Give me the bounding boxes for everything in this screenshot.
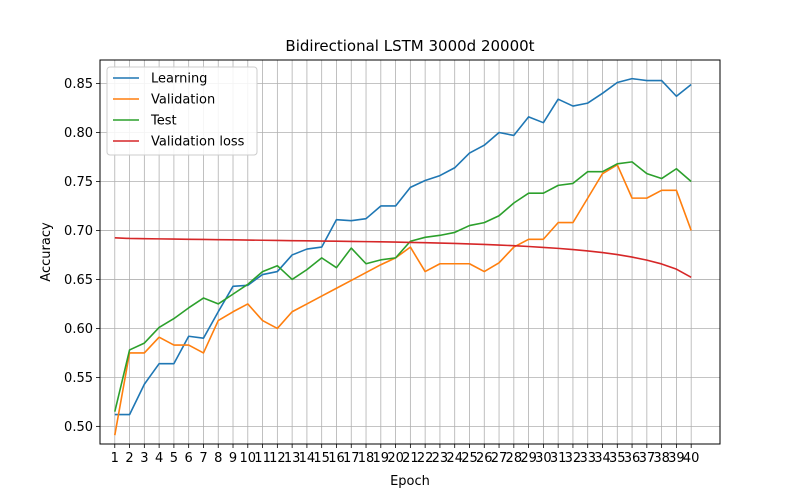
x-tick-label: 19 <box>373 451 390 466</box>
x-tick-label: 5 <box>170 451 178 466</box>
x-tick-label: 15 <box>313 451 330 466</box>
x-tick-label: 22 <box>417 451 434 466</box>
x-tick-label: 9 <box>229 451 237 466</box>
legend-label-test: Test <box>150 114 177 129</box>
x-tick-label: 8 <box>214 451 222 466</box>
x-tick-label: 35 <box>609 451 626 466</box>
x-tick-label: 14 <box>299 451 316 466</box>
x-tick-label: 37 <box>639 451 656 466</box>
x-tick-label: 33 <box>579 451 596 466</box>
y-axis: 0.50 0.55 0.60 0.65 0.70 0.75 0.80 0.85 <box>64 77 100 435</box>
x-tick-label: 10 <box>240 451 257 466</box>
legend: Learning Validation Test Validation loss <box>106 66 258 156</box>
series-layer <box>113 77 692 436</box>
x-tick-label: 39 <box>668 451 685 466</box>
y-tick-label: 0.55 <box>64 371 93 386</box>
x-tick-label: 13 <box>284 451 301 466</box>
x-tick-label: 6 <box>185 451 193 466</box>
x-tick-label: 34 <box>594 451 611 466</box>
x-tick-label: 18 <box>358 451 375 466</box>
x-tick-label: 20 <box>387 451 404 466</box>
x-tick-label: 4 <box>155 451 163 466</box>
x-tick-label: 31 <box>550 451 567 466</box>
series-line-validation-loss <box>114 237 692 278</box>
y-axis-label: Accuracy <box>39 222 54 282</box>
x-tick-label: 23 <box>432 451 449 466</box>
y-tick-label: 0.65 <box>64 273 93 288</box>
x-tick-label: 24 <box>446 451 463 466</box>
chart-title: Bidirectional LSTM 3000d 20000t <box>285 37 534 55</box>
x-axis-label: Epoch <box>390 474 430 489</box>
x-tick-label: 30 <box>535 451 552 466</box>
legend-label-learning: Learning <box>151 72 207 87</box>
y-tick-label: 0.85 <box>64 77 93 92</box>
x-tick-label: 36 <box>624 451 641 466</box>
y-tick-label: 0.80 <box>64 126 93 141</box>
x-tick-label: 40 <box>683 451 700 466</box>
series-line-validation <box>113 164 692 436</box>
x-tick-label: 26 <box>476 451 493 466</box>
x-tick-label: 32 <box>565 451 582 466</box>
x-tick-label: 16 <box>328 451 345 466</box>
legend-label-validation-loss: Validation loss <box>151 135 245 150</box>
legend-label-validation: Validation <box>151 93 215 108</box>
x-tick-label: 1 <box>111 451 119 466</box>
x-tick-label: 7 <box>199 451 207 466</box>
x-axis: 1 2 3 4 5 6 7 8 9 1011121314151617181920212223242… <box>111 444 700 466</box>
x-tick-label: 28 <box>506 451 523 466</box>
x-tick-label: 27 <box>491 451 508 466</box>
y-tick-label: 0.50 <box>64 420 93 435</box>
series-line-learning <box>114 77 692 416</box>
series-line-test <box>114 161 692 412</box>
x-tick-label: 21 <box>402 451 419 466</box>
x-tick-label: 38 <box>653 451 670 466</box>
x-tick-label: 12 <box>269 451 286 466</box>
x-tick-label: 29 <box>520 451 537 466</box>
x-tick-label: 3 <box>140 451 148 466</box>
x-tick-label: 17 <box>343 451 360 466</box>
legend-box <box>106 66 258 156</box>
y-tick-label: 0.75 <box>64 175 93 190</box>
x-tick-label: 2 <box>125 451 133 466</box>
y-tick-label: 0.60 <box>64 322 93 337</box>
y-tick-label: 0.70 <box>64 224 93 239</box>
x-tick-label: 25 <box>461 451 478 466</box>
x-tick-label: 11 <box>254 451 271 466</box>
